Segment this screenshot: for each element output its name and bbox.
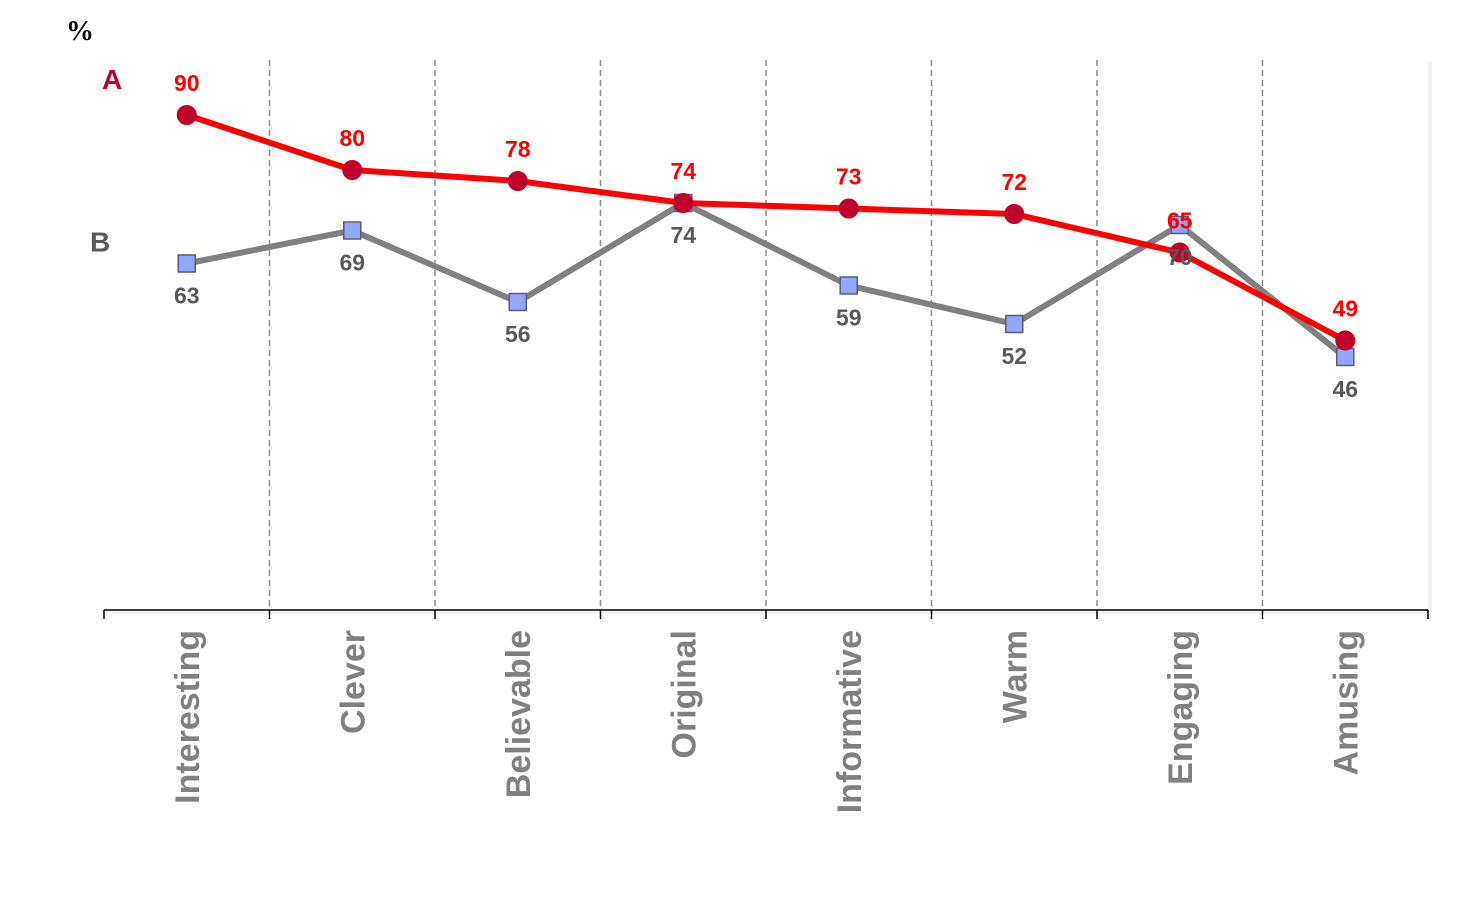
data-point — [343, 221, 362, 240]
data-label: 70 — [1167, 244, 1193, 270]
series-name-A: A — [102, 64, 122, 95]
series-layer — [176, 105, 1356, 367]
data-label: 46 — [1332, 376, 1358, 402]
data-point — [508, 292, 527, 312]
category-label: Interesting — [169, 630, 207, 804]
data-point — [1170, 215, 1189, 235]
data-label: 74 — [670, 222, 696, 248]
data-labels: 90 80 78 74 73 72 65 49 63 69 56 74 59 52 70 46 — [174, 70, 1358, 402]
data-point — [176, 105, 197, 125]
category-label: Clever — [334, 630, 372, 734]
data-label: 80 — [339, 125, 365, 151]
category-labels: Interesting Clever Believable Original Infor… — [169, 630, 1366, 813]
data-point — [1336, 347, 1355, 367]
data-point — [673, 193, 694, 213]
category-label: Original — [665, 630, 703, 758]
data-label: 52 — [1001, 343, 1027, 369]
category-label: Amusing — [1327, 630, 1365, 775]
data-label: 59 — [836, 305, 862, 331]
series-names: AB — [90, 64, 122, 258]
data-point — [507, 171, 528, 191]
data-label: 78 — [505, 136, 531, 162]
data-label: 72 — [1001, 169, 1027, 195]
data-point — [342, 160, 363, 180]
data-point — [1169, 242, 1190, 263]
category-label: Informative — [831, 630, 869, 813]
data-point — [839, 276, 858, 295]
data-label: 65 — [1167, 208, 1193, 234]
data-point — [1005, 314, 1024, 334]
grid-lines — [268, 60, 1264, 610]
category-label: Believable — [500, 630, 538, 798]
y-unit-label: % — [66, 16, 94, 47]
category-label: Warm — [996, 630, 1034, 723]
series-line-B — [183, 200, 1349, 360]
data-point — [1335, 330, 1356, 351]
data-label: 56 — [505, 321, 531, 347]
data-label: 74 — [670, 158, 696, 184]
data-label: 49 — [1332, 296, 1358, 322]
data-label: 69 — [339, 250, 365, 276]
data-point — [1004, 204, 1025, 224]
data-point — [838, 198, 859, 219]
series-name-B: B — [90, 227, 110, 258]
series-line-A — [183, 112, 1349, 344]
category-label: Engaging — [1162, 630, 1200, 785]
x-axis — [103, 609, 1429, 619]
data-label: 90 — [174, 70, 200, 96]
data-point — [177, 254, 196, 273]
data-label: 73 — [836, 164, 862, 190]
data-label: 63 — [174, 283, 200, 309]
